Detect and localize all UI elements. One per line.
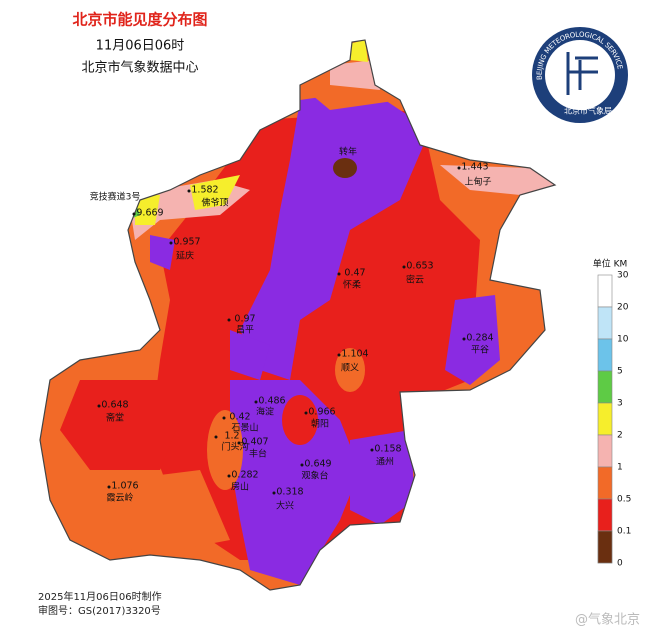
legend-swatch	[597, 338, 613, 372]
station-name: 大兴	[276, 500, 294, 512]
station-name: 通州	[376, 457, 394, 468]
station-value: 9.669	[136, 208, 163, 219]
station-dot	[272, 491, 276, 495]
station-name: 佛爷顶	[201, 197, 228, 209]
legend: 单位 KM 30 20 10 5 3 2 1 0.5 0.1 0	[593, 258, 632, 569]
station-dot	[337, 353, 341, 357]
station-dot	[370, 448, 374, 452]
station-dot	[132, 212, 136, 216]
station-dot	[227, 474, 231, 478]
station-value: 1.076	[111, 481, 138, 492]
station-name: 怀柔	[343, 279, 361, 291]
station-value: 0.158	[374, 444, 401, 455]
legend-swatch	[597, 274, 613, 308]
legend-swatch	[597, 498, 613, 532]
legend-label: 10	[617, 335, 629, 345]
station-name: 霞云岭	[106, 492, 133, 504]
title: 北京市能见度分布图	[72, 11, 207, 29]
legend-label: 0.5	[617, 495, 631, 505]
station-value: 0.284	[466, 333, 493, 344]
station-dot	[214, 435, 218, 439]
legend-label: 1	[617, 463, 623, 473]
legend-label: 20	[617, 303, 629, 313]
station-dot	[169, 241, 173, 245]
station-name: 顺义	[341, 363, 359, 374]
legend-swatch	[597, 402, 613, 436]
legend-swatch	[597, 306, 613, 340]
logo-name: 北京市气象局	[564, 106, 612, 116]
legend-swatch	[597, 466, 613, 500]
station-name: 昌平	[236, 325, 254, 336]
station-name: 门头沟	[221, 441, 248, 453]
station-name: 平谷	[471, 345, 489, 356]
station-value: 0.282	[231, 470, 258, 481]
legend-swatch	[597, 434, 613, 468]
legend-label: 30	[617, 271, 629, 281]
station-name: 竞技赛道3号	[90, 191, 141, 203]
station-dot	[462, 337, 466, 341]
station-value: 0.486	[258, 396, 285, 407]
station-value: 1.582	[191, 185, 218, 196]
station-dot	[227, 318, 231, 322]
made-time: 2025年11月06日06时制作	[38, 590, 162, 603]
station-name: 密云	[406, 274, 424, 286]
station-dot	[457, 166, 461, 170]
station-dot	[97, 404, 101, 408]
source: 北京市气象数据中心	[81, 60, 198, 76]
station-value: 0.649	[304, 459, 331, 470]
legend-swatch	[597, 530, 613, 564]
station-value: 0.47	[344, 268, 365, 279]
watermark: @气象北京	[575, 612, 640, 628]
station-dot	[187, 189, 191, 193]
station-value: 0.957	[173, 237, 200, 248]
station-dot	[337, 272, 341, 276]
legend-label: 0	[617, 559, 623, 569]
station-value: 1.443	[461, 162, 488, 173]
station-value: 0.966	[308, 407, 335, 418]
time: 11月06日06时	[96, 39, 185, 54]
station-value: 0.97	[234, 314, 255, 325]
station-value: 0.648	[101, 400, 128, 411]
station-name: 石景山	[231, 423, 258, 434]
legend-label: 0.1	[617, 527, 631, 537]
legend-label: 3	[617, 399, 623, 409]
station-name: 观象台	[301, 470, 328, 482]
legend-label: 5	[617, 367, 623, 377]
station-name: 朝阳	[311, 419, 329, 430]
station-name: 丰台	[249, 448, 267, 460]
station-value: 0.318	[276, 487, 303, 498]
station-dot	[402, 265, 406, 269]
station-dot	[300, 463, 304, 467]
station-dot	[304, 411, 308, 415]
station-name: 斋堂	[106, 412, 124, 424]
legend-title: 单位 KM	[593, 258, 628, 270]
legend-swatch	[597, 370, 613, 404]
station-value: 1.2	[224, 431, 239, 442]
station-value: 0.42	[229, 412, 250, 423]
station-name: 延庆	[176, 250, 194, 262]
station-dot	[107, 485, 111, 489]
station-name: 房山	[231, 481, 249, 493]
station-value: 0.407	[241, 437, 268, 448]
station-value: 0.653	[406, 261, 433, 272]
logo: BEIJING METEOROLOGICAL SERVICE 北京市气象局	[532, 27, 628, 123]
station-dot	[222, 416, 226, 420]
station-name: 海淀	[256, 406, 274, 418]
station-name: 上甸子	[464, 176, 491, 188]
station-dot	[237, 441, 241, 445]
station-dot	[254, 400, 258, 404]
station-name: 转年	[339, 146, 357, 158]
legend-label: 2	[617, 431, 623, 441]
approval: 审图号：GS(2017)3320号	[38, 604, 161, 617]
station-value: 1.104	[341, 349, 368, 360]
